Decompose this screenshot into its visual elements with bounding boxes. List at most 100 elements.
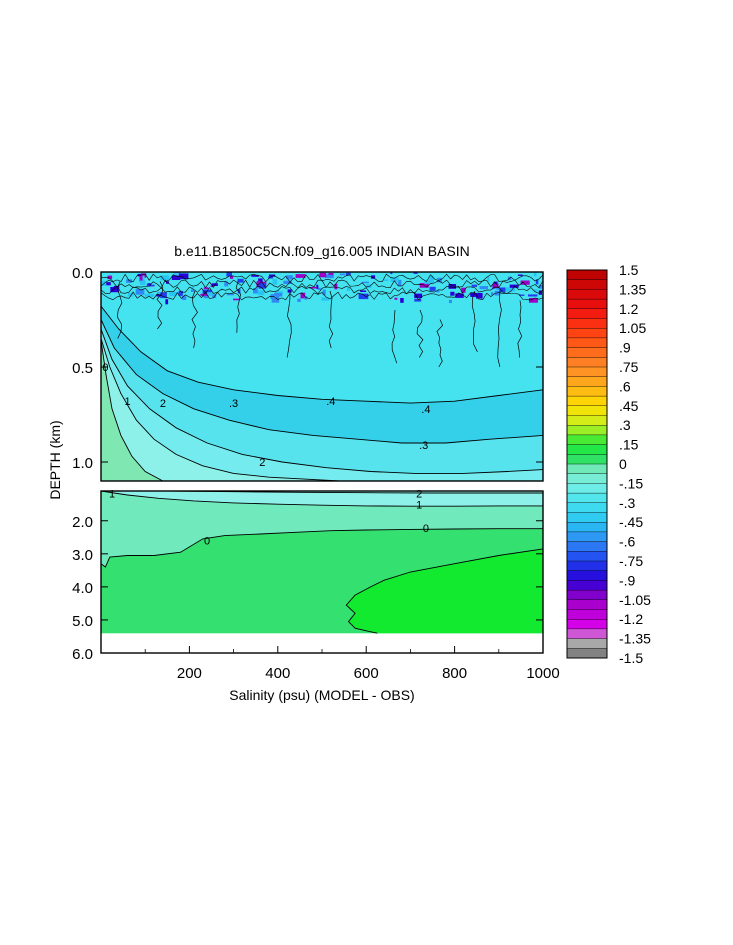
surface-noise-patch: [317, 287, 321, 290]
colorbar-labels: 1.5 1.35 1.2 1.05 .9 .75 .6 .45 .3 .15 0 -.15 -.3 -.4…: [619, 262, 651, 666]
y-axis-title: DEPTH (km): [47, 420, 63, 499]
upper-contour-label-1-1: .3: [419, 440, 428, 452]
colorbar-label-20: -1.5: [619, 650, 643, 666]
colorbar-segment-27: [566, 531, 608, 543]
surface-noise-patch: [126, 279, 133, 283]
surface-noise-patch: [436, 290, 440, 293]
surface-noise-patch: [414, 298, 422, 302]
surface-noise-patch: [309, 287, 317, 289]
upper-y-tick-label-1: 0.5: [72, 360, 93, 377]
surface-noise-patch: [535, 279, 539, 285]
plume-contour-5: [328, 290, 334, 349]
colorbar-segment-8: [566, 347, 608, 358]
colorbar-label-9: .15: [619, 437, 639, 453]
upper-panel: .4 .4 .3 .3 2 2 1 0 0.0 0.5 1.0: [72, 265, 544, 482]
surface-noise-patch: [533, 289, 538, 292]
colorbar-segment-16: [566, 425, 608, 436]
surface-noise-patch: [269, 274, 276, 277]
surface-contour-3: [101, 291, 543, 301]
surface-noise-patch: [461, 287, 466, 293]
colorbar: [566, 269, 608, 659]
surface-noise-patch: [328, 273, 334, 275]
colorbar-segment-23: [566, 492, 608, 504]
lower-y-tick-label-0: 2.0: [72, 514, 93, 531]
colorbar-label-12: -.3: [619, 495, 636, 511]
surface-noise-patch: [146, 284, 155, 286]
colorbar-segment-14: [566, 405, 608, 416]
colorbar-label-19: -1.35: [619, 631, 651, 647]
upper-contour-label-3-0: 1: [124, 396, 130, 408]
surface-noise-patch: [165, 299, 169, 305]
surface-noise-patch: [258, 278, 263, 284]
upper-fill-3: [101, 338, 340, 481]
surface-noise-patch: [226, 293, 234, 296]
surface-noise-patch: [171, 275, 181, 280]
lower-y-tick-label-4: 6.0: [72, 646, 93, 663]
plume-contour-0: [116, 281, 123, 339]
plume-contour-6: [391, 309, 398, 364]
colorbar-segment-34: [566, 599, 608, 610]
surface-noise-patch: [160, 275, 170, 281]
surface-noise-patch: [169, 291, 177, 297]
upper-y-tick-label-2: 1.0: [72, 455, 93, 472]
colorbar-segment-12: [566, 386, 608, 397]
colorbar-segment-22: [566, 483, 608, 494]
surface-noise-patch: [533, 272, 537, 277]
surface-noise-patch: [297, 298, 301, 302]
lower-contour-label-2-1: 0: [423, 523, 429, 535]
surface-noise-patch: [321, 297, 329, 301]
surface-noise-patch: [226, 272, 232, 277]
upper-contour-line-3: [101, 338, 340, 481]
surface-noise-patch: [413, 272, 418, 274]
surface-noise-patch: [182, 295, 187, 300]
colorbar-label-0: 1.5: [619, 262, 639, 278]
surface-noise-patch: [286, 275, 293, 280]
surface-noise-patch: [479, 286, 488, 290]
surface-noise-patch: [160, 292, 167, 299]
surface-noise-patch: [429, 286, 436, 291]
colorbar-segment-0: [566, 269, 608, 281]
plume-contour-10: [497, 290, 502, 368]
colorbar-segment-2: [566, 289, 608, 300]
surface-noise-patch: [210, 285, 214, 288]
upper-panel-contour-labels: .4 .4 .3 .3 2 2 1 0: [102, 362, 430, 469]
surface-noise-patch: [275, 291, 283, 294]
surface-noise-patch: [144, 293, 155, 297]
surface-noise-patch: [324, 274, 334, 279]
surface-noise-patch: [538, 290, 542, 295]
surface-noise-patch: [166, 281, 169, 284]
upper-y-tick-label-0: 0.0: [72, 265, 93, 282]
lower-y-tick-label-1: 3.0: [72, 547, 93, 564]
surface-noise-patch: [476, 293, 483, 299]
surface-noise-patch: [258, 283, 266, 289]
lower-y-tick-label-2: 4.0: [72, 580, 93, 597]
plume-contour-4: [286, 290, 292, 358]
colorbar-segment-29: [566, 551, 608, 562]
surface-noise-patch: [360, 290, 367, 292]
surface-noise-patch: [429, 275, 434, 281]
plume-contour-9: [471, 290, 478, 352]
colorbar-segment-25: [566, 512, 608, 523]
surface-noise-patch: [371, 275, 376, 279]
lower-contour-label-0-0: 2: [416, 488, 422, 500]
colorbar-segment-6: [566, 328, 608, 339]
surface-noise-patch: [140, 273, 147, 278]
lower-contour-label-2-0: 0: [204, 535, 210, 547]
x-tick-label-4: 1000: [526, 665, 559, 682]
surface-noise-patch: [319, 272, 327, 278]
upper-contour-label-0-0: .4: [326, 396, 335, 408]
surface-noise-patch: [207, 292, 215, 296]
colorbar-label-4: .9: [619, 340, 631, 356]
upper-contour-line-1: [101, 319, 543, 444]
colorbar-segment-35: [566, 609, 608, 620]
colorbar-label-14: -.6: [619, 534, 636, 550]
surface-noise-patch: [496, 287, 499, 290]
upper-panel-frame: [100, 271, 544, 482]
surface-noise-patch: [224, 281, 229, 287]
colorbar-segment-10: [566, 366, 608, 378]
surface-noise-patch: [538, 284, 543, 289]
upper-contour-label-4-0: 0: [102, 362, 108, 374]
upper-contour-line-2: [101, 328, 543, 474]
